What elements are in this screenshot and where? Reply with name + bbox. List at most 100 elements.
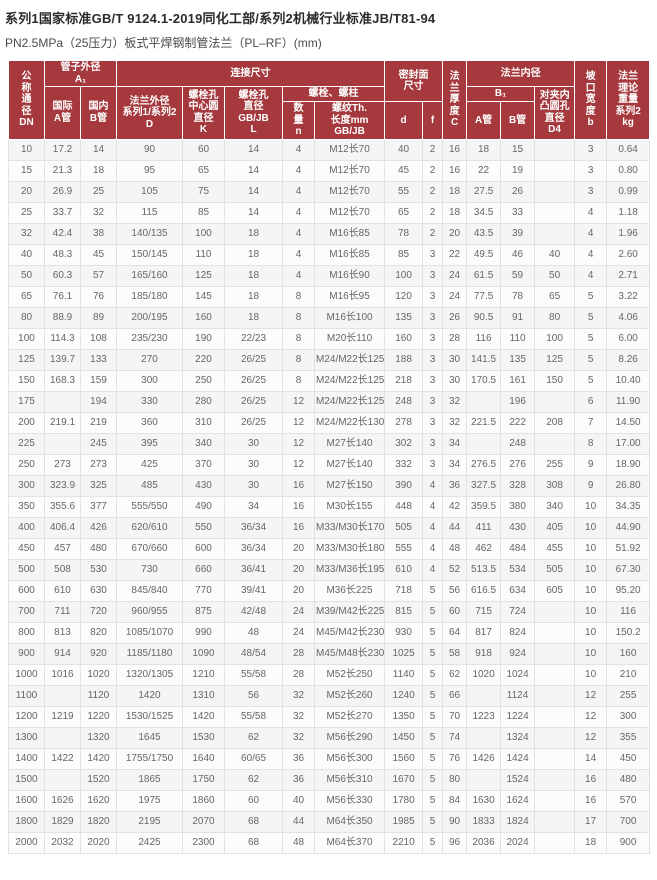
table-cell: 480 <box>80 537 117 560</box>
table-cell: 405 <box>534 516 576 539</box>
table-cell: 12 <box>282 390 315 413</box>
table-cell: 276 <box>500 453 536 476</box>
table-row: 350 355.6 377 555/550 490 34 16 M30长155 448 4 42 35… <box>8 495 651 518</box>
table-cell: 12 <box>282 453 315 476</box>
table-cell: 1420 <box>182 705 225 728</box>
table-cell: 1.18 <box>606 201 651 224</box>
table-cell: 5 <box>422 579 444 602</box>
table-cell: 85 <box>384 243 424 266</box>
table-cell: 14 <box>224 201 283 224</box>
table-cell <box>44 684 81 707</box>
table-cell: 219.1 <box>44 411 81 434</box>
table-cell: 430 <box>500 516 536 539</box>
table-cell: 1120 <box>80 684 117 707</box>
header-thread-length: 螺纹Th. 长度mm GB/JB <box>313 101 386 140</box>
table-cell: 3 <box>422 390 444 413</box>
table-cell: 4 <box>282 180 315 203</box>
table-cell: 3 <box>422 285 444 308</box>
table-cell: 5 <box>574 285 608 308</box>
table-cell <box>534 390 576 413</box>
table-cell: 18 <box>80 159 117 182</box>
table-cell: 14 <box>80 138 117 161</box>
table-cell <box>534 432 576 455</box>
table-cell: 280 <box>182 390 225 413</box>
table-cell: 30 <box>442 348 468 371</box>
table-cell <box>534 621 576 644</box>
table-cell: 116 <box>606 600 651 623</box>
table-cell: 15 <box>500 138 536 161</box>
table-cell: 359.5 <box>466 495 502 518</box>
table-cell: 68 <box>224 831 283 854</box>
header-theoretical-weight: 法兰 理论 重量 系列2 kg <box>606 60 651 140</box>
table-cell: 1320/1305 <box>116 663 183 686</box>
table-cell: 141.5 <box>466 348 502 371</box>
table-cell: 9 <box>574 474 608 497</box>
table-cell: 1833 <box>466 810 502 833</box>
table-cell: 4 <box>282 201 315 224</box>
table-cell: 16 <box>282 474 315 497</box>
table-row: 700 711 720 960/955 875 42/48 24 M39/M42长225 815… <box>8 600 651 623</box>
header-f: f <box>422 101 444 140</box>
table-cell: 30 <box>442 369 468 392</box>
table-cell: 5 <box>422 831 444 854</box>
table-cell: 11.90 <box>606 390 651 413</box>
table-cell <box>466 768 502 791</box>
table-cell: 3 <box>422 411 444 434</box>
table-cell: 30 <box>224 453 283 476</box>
table-cell: 1300 <box>8 726 45 749</box>
table-cell: 14 <box>574 747 608 770</box>
table-cell: 5 <box>574 306 608 329</box>
table-row: 500 508 530 730 660 36/41 20 M33/M36长195 610 4 52 5… <box>8 558 651 581</box>
table-cell: M24/M22长125 <box>313 390 386 413</box>
table-cell: 278 <box>384 411 424 434</box>
table-cell: 4 <box>282 222 315 245</box>
table-cell: 2000 <box>8 831 45 854</box>
table-cell: 1223 <box>466 705 502 728</box>
table-cell: 4 <box>422 558 444 581</box>
table-cell: 32 <box>8 222 45 245</box>
table-cell: 332 <box>384 453 424 476</box>
table-cell: 2020 <box>80 831 117 854</box>
table-cell: 16 <box>442 159 468 182</box>
table-cell: 4 <box>282 159 315 182</box>
table-cell: 630 <box>80 579 117 602</box>
table-cell: 10 <box>574 495 608 518</box>
table-cell: M64长370 <box>313 831 386 854</box>
table-row: 300 323.9 325 485 430 30 16 M27长150 390 4 36 327.5 3… <box>8 474 651 497</box>
table-cell: 55/58 <box>224 705 283 728</box>
table-cell: 426 <box>80 516 117 539</box>
table-cell <box>44 390 81 413</box>
table-cell: 355 <box>606 726 651 749</box>
table-cell: M36长225 <box>313 579 386 602</box>
table-cell: 1524 <box>500 768 536 791</box>
table-cell: 12 <box>574 705 608 728</box>
table-cell: 1500 <box>8 768 45 791</box>
header-groove-width: 坡 口 宽 度 b <box>574 60 608 140</box>
table-cell: 505 <box>384 516 424 539</box>
table-cell: 150 <box>534 369 576 392</box>
table-cell: 3 <box>574 159 608 182</box>
table-cell: 235/230 <box>116 327 183 350</box>
table-cell: 52 <box>442 558 468 581</box>
table-cell: 450 <box>606 747 651 770</box>
table-cell: 1985 <box>384 810 424 833</box>
table-cell: 62 <box>224 768 283 791</box>
table-cell: 56 <box>224 684 283 707</box>
table-row: 150 168.3 159 300 250 26/25 8 M24/M22长125 218 3 30… <box>8 369 651 392</box>
table-cell: 730 <box>116 558 183 581</box>
table-cell: 10 <box>574 537 608 560</box>
table-cell: 2425 <box>116 831 183 854</box>
table-cell <box>534 831 576 854</box>
table-header: 公 称 通 径 DN 管子外径 A₁ 连接尺寸 密封面 尺寸 法 兰 厚 度 C… <box>8 60 651 140</box>
table-cell: 3 <box>422 369 444 392</box>
table-row: 15 21.3 18 95 65 14 4 M12长70 45 2 16 22 19 3 0.80 <box>8 159 651 182</box>
table-cell: 1640 <box>182 747 225 770</box>
table-cell: 1829 <box>44 810 81 833</box>
table-cell: M12长70 <box>313 201 386 224</box>
table-cell <box>534 726 576 749</box>
table-cell: M24/M22长130 <box>313 411 386 434</box>
table-cell: 0.99 <box>606 180 651 203</box>
table-cell: 28 <box>282 663 315 686</box>
table-cell: 875 <box>182 600 225 623</box>
table-cell: 616.5 <box>466 579 502 602</box>
